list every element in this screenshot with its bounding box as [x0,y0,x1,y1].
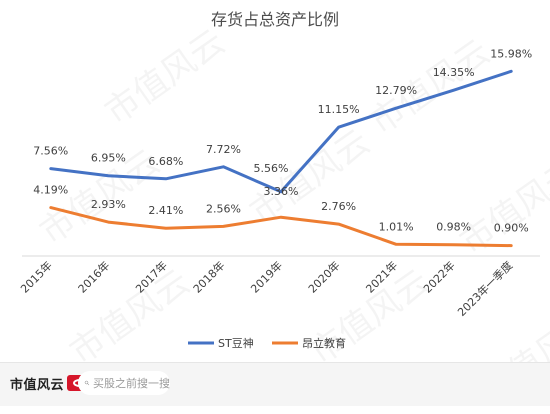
brand-name: 市值风云 [10,377,65,393]
x-tick-label: 2019年 [248,258,285,295]
series-line-1 [49,69,513,194]
data-label: 11.15% [318,103,360,116]
search-box[interactable]: 买股之前搜一搜 [78,371,170,395]
data-label: 7.56% [33,145,68,158]
footer-bar: 市值风云 买股之前搜一搜 [0,362,550,406]
series-line-2 [49,206,513,248]
legend-label: ST豆神 [218,336,254,350]
magnifier-icon [84,380,90,386]
data-label: 15.98% [490,47,532,60]
data-label: 14.35% [433,66,475,79]
data-label: 1.01% [379,220,414,233]
data-label: 4.19% [33,184,68,197]
data-label: 6.68% [148,155,183,168]
data-label: 0.98% [436,221,471,234]
data-label: 3.36% [264,185,299,198]
data-label: 0.90% [494,222,529,235]
x-tick-label: 2020年 [305,258,342,295]
data-label: 2.41% [148,204,183,217]
x-tick-label: 2016年 [75,258,112,295]
data-label: 5.56% [254,162,289,175]
x-tick-label: 2018年 [190,258,227,295]
chart-title: 存货占总资产比例 [211,10,339,29]
data-label: 2.56% [206,202,241,215]
x-tick-label: 2021年 [363,258,400,295]
data-label: 2.76% [321,200,356,213]
x-tick-label: 2023年一季度 [455,258,516,319]
data-label: 2.93% [91,198,126,211]
chart-frame: 市值风云市值风云市值风云市值风云市值风云市值风云市值风云市值风云 存货占总资产比… [0,10,550,413]
x-tick-label: 2015年 [17,258,54,295]
search-placeholder: 买股之前搜一搜 [93,378,170,390]
data-label: 6.95% [91,152,126,165]
line-chart: 存货占总资产比例 2015年 2016年 2017年 2018年 2019年 2020年 20… [17,10,540,350]
legend-label: 昂立教育 [302,336,346,350]
data-label: 7.72% [206,143,241,156]
data-label: 12.79% [375,84,417,97]
x-tick-label: 2017年 [133,258,170,295]
x-tick-label: 2022年 [420,258,457,295]
